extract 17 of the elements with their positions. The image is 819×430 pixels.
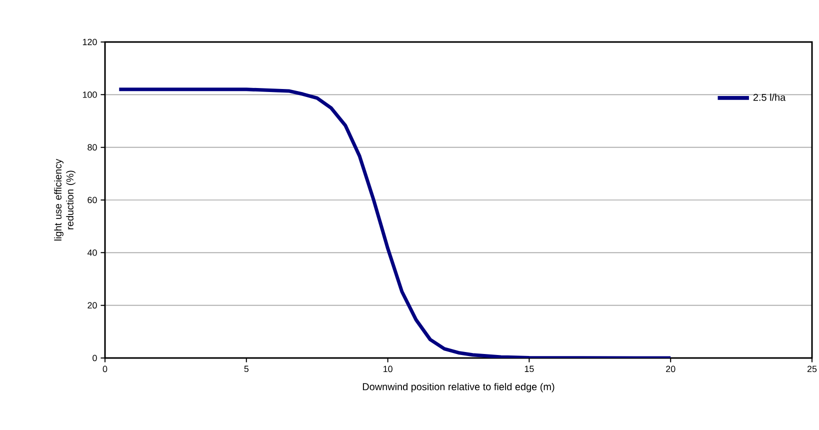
line-series [117, 88, 672, 358]
legend-label: 2.5 l/ha [753, 94, 786, 101]
y-tick-label: 120 [82, 38, 97, 46]
y-tick-label: 60 [88, 196, 97, 204]
y-tick-label: 80 [88, 144, 97, 151]
x-tick-label: 10 [384, 366, 392, 372]
y-tick-label: 40 [87, 249, 97, 256]
x-axis-title: Downwind position relative to field edge (m) [362, 382, 554, 392]
y-tick-label: 100 [82, 91, 97, 98]
x-tick-label: 15 [524, 366, 534, 372]
x-tick-label: 25 [807, 366, 817, 372]
x-tick-label: 20 [666, 366, 676, 372]
y-axis-title: light use efficiency reduction (%) [54, 158, 76, 240]
x-tick-label: 5 [244, 366, 249, 372]
x-tick-label: 0 [102, 366, 108, 372]
y-tick-label: 20 [88, 302, 97, 309]
y-tick-label: 0 [92, 354, 97, 362]
